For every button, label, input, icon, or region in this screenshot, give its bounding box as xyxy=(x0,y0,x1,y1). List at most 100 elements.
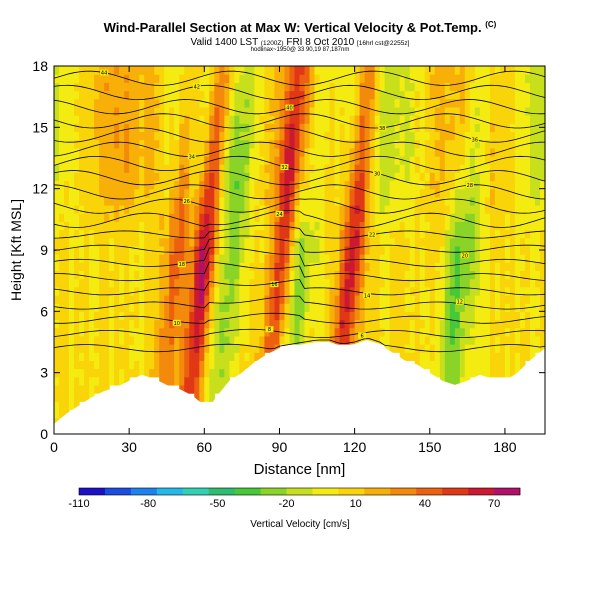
heatmap-cell xyxy=(89,147,95,157)
heatmap-cell xyxy=(504,180,511,190)
heatmap-cell xyxy=(509,66,516,75)
heatmap-cell xyxy=(434,205,441,214)
heatmap-cell xyxy=(444,278,451,288)
heatmap-cell xyxy=(374,335,381,345)
heatmap-cell xyxy=(469,221,476,231)
heatmap-cell xyxy=(384,221,391,231)
heatmap-cell xyxy=(59,286,65,296)
heatmap-cell xyxy=(329,164,336,173)
heatmap-cell xyxy=(249,311,256,321)
heatmap-cell xyxy=(489,311,496,321)
heatmap-cell xyxy=(154,98,160,108)
heatmap-cell xyxy=(244,106,250,116)
heatmap-cell xyxy=(509,82,516,92)
heatmap-cell xyxy=(224,278,230,288)
heatmap-cell xyxy=(284,188,291,198)
heatmap-cell xyxy=(404,180,411,190)
heatmap-cell xyxy=(54,82,60,92)
heatmap-cell xyxy=(339,90,346,100)
heatmap-cell xyxy=(444,213,451,222)
heatmap-cell xyxy=(264,205,271,214)
heatmap-cell xyxy=(419,196,426,206)
heatmap-cell xyxy=(484,294,491,304)
heatmap-cell xyxy=(264,254,271,263)
heatmap-cell xyxy=(464,155,471,165)
heatmap-cell xyxy=(329,155,336,165)
heatmap-cell xyxy=(264,115,271,124)
heatmap-cell xyxy=(414,66,421,75)
heatmap-cell xyxy=(214,213,220,222)
heatmap-cell xyxy=(449,376,456,386)
heatmap-cell xyxy=(364,155,371,165)
heatmap-cell xyxy=(254,82,261,92)
heatmap-cell xyxy=(229,360,235,370)
heatmap-cell xyxy=(514,188,521,198)
heatmap-cell xyxy=(89,286,95,296)
heatmap-cell xyxy=(204,294,210,304)
isentrope-label-text: 24 xyxy=(276,212,282,218)
heatmap-cell xyxy=(414,270,421,280)
heatmap-cell xyxy=(189,221,195,231)
heatmap-cell xyxy=(269,319,276,329)
heatmap-cell xyxy=(94,360,100,370)
heatmap-cell xyxy=(244,278,250,288)
heatmap-cell xyxy=(449,286,456,296)
heatmap-cell xyxy=(454,74,461,83)
heatmap-cell xyxy=(114,90,120,100)
heatmap-cell xyxy=(479,311,486,321)
heatmap-cell xyxy=(154,74,160,83)
heatmap-cell xyxy=(309,164,316,173)
heatmap-cell xyxy=(54,376,60,386)
heatmap-cell xyxy=(404,319,411,329)
heatmap-cell xyxy=(464,123,471,133)
heatmap-cell xyxy=(69,180,75,190)
isentrope-label: 16 xyxy=(270,281,279,288)
heatmap-cell xyxy=(384,74,391,83)
colorbar-frame xyxy=(78,487,521,496)
heatmap-cell xyxy=(99,327,105,337)
heatmap-cell xyxy=(124,139,130,149)
heatmap-cell xyxy=(374,270,381,280)
heatmap-cell xyxy=(389,311,396,321)
heatmap-cell xyxy=(409,164,416,173)
heatmap-cell xyxy=(419,344,426,353)
heatmap-cell xyxy=(504,245,511,255)
heatmap-cell xyxy=(209,311,215,321)
heatmap-cell xyxy=(374,254,381,263)
heatmap-cell xyxy=(229,164,235,173)
heatmap-cell xyxy=(389,237,396,247)
heatmap-cell xyxy=(254,303,261,312)
heatmap-cell xyxy=(129,82,135,92)
heatmap-cell xyxy=(264,98,271,108)
heatmap-cell xyxy=(314,245,321,255)
heatmap-cell xyxy=(279,139,286,149)
heatmap-cell xyxy=(489,319,496,329)
heatmap-cell xyxy=(54,286,60,296)
heatmap-cell xyxy=(284,172,291,182)
heatmap-cell xyxy=(159,90,165,100)
heatmap-cell xyxy=(519,147,526,157)
heatmap-cell xyxy=(479,221,486,231)
heatmap-cell xyxy=(309,294,316,304)
heatmap-cell xyxy=(504,115,511,124)
heatmap-cell xyxy=(239,286,245,296)
heatmap-cell xyxy=(464,262,471,272)
heatmap-cell xyxy=(464,139,471,149)
heatmap-cell xyxy=(114,360,120,370)
heatmap-cell xyxy=(379,196,386,206)
heatmap-cell xyxy=(249,270,256,280)
heatmap-cell xyxy=(144,286,150,296)
heatmap-cell xyxy=(234,352,240,361)
heatmap-cell xyxy=(129,303,135,312)
heatmap-cell xyxy=(154,131,160,141)
heatmap-cell xyxy=(239,245,245,255)
heatmap-cell xyxy=(224,319,230,329)
heatmap-cell xyxy=(419,205,426,214)
heatmap-cell xyxy=(264,245,271,255)
heatmap-cell xyxy=(324,270,331,280)
heatmap-cell xyxy=(154,82,160,92)
heatmap-cell xyxy=(444,164,451,173)
heatmap-cell xyxy=(424,82,431,92)
heatmap-cell xyxy=(444,131,451,141)
heatmap-cell xyxy=(189,66,195,75)
